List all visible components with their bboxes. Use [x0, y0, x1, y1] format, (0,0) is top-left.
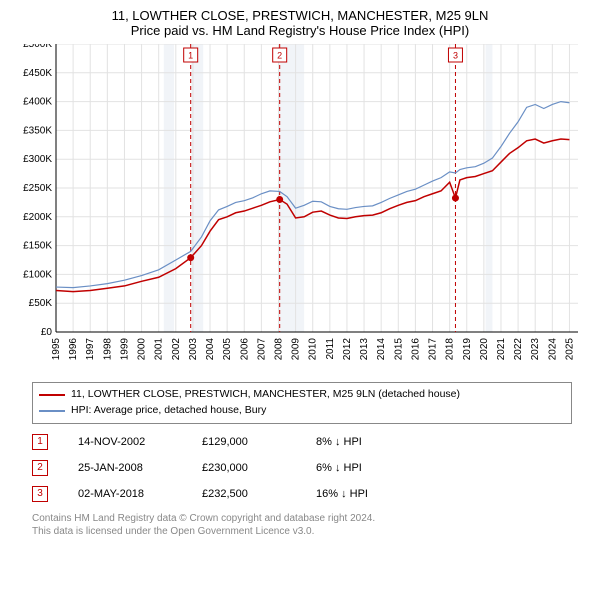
svg-text:2024: 2024: [547, 338, 558, 361]
svg-text:2021: 2021: [496, 338, 507, 361]
svg-text:2005: 2005: [222, 338, 233, 361]
svg-text:2013: 2013: [359, 338, 370, 361]
marker-delta-2: 6% ↓ HPI: [316, 462, 436, 474]
svg-text:2023: 2023: [530, 338, 541, 361]
svg-text:£50K: £50K: [29, 298, 53, 309]
marker-price-1: £129,000: [202, 436, 302, 448]
marker-delta-1: 8% ↓ HPI: [316, 436, 436, 448]
svg-text:1996: 1996: [68, 338, 79, 361]
svg-text:£200K: £200K: [23, 212, 52, 223]
legend-label-property: 11, LOWTHER CLOSE, PRESTWICH, MANCHESTER…: [71, 387, 460, 403]
svg-text:2002: 2002: [171, 338, 182, 361]
marker-date-2: 25-JAN-2008: [78, 462, 188, 474]
marker-date-1: 14-NOV-2002: [78, 436, 188, 448]
svg-text:£350K: £350K: [23, 125, 52, 136]
marker-badge-1: 1: [32, 434, 48, 450]
svg-text:2009: 2009: [291, 338, 302, 361]
title-line-2: Price paid vs. HM Land Registry's House …: [12, 23, 588, 38]
svg-text:2: 2: [277, 51, 282, 61]
legend-label-hpi: HPI: Average price, detached house, Bury: [71, 403, 266, 419]
marker-row-2: 2 25-JAN-2008 £230,000 6% ↓ HPI: [32, 460, 572, 476]
marker-row-3: 3 02-MAY-2018 £232,500 16% ↓ HPI: [32, 486, 572, 502]
svg-text:1998: 1998: [102, 338, 113, 361]
footnote-line-2: This data is licensed under the Open Gov…: [32, 525, 588, 539]
svg-text:£450K: £450K: [23, 68, 52, 79]
svg-text:£250K: £250K: [23, 183, 52, 194]
svg-text:2000: 2000: [137, 338, 148, 361]
svg-text:£100K: £100K: [23, 269, 52, 280]
legend: 11, LOWTHER CLOSE, PRESTWICH, MANCHESTER…: [32, 382, 572, 424]
svg-text:2010: 2010: [308, 338, 319, 361]
legend-row-hpi: HPI: Average price, detached house, Bury: [39, 403, 565, 419]
title-block: 11, LOWTHER CLOSE, PRESTWICH, MANCHESTER…: [12, 8, 588, 38]
marker-row-1: 1 14-NOV-2002 £129,000 8% ↓ HPI: [32, 434, 572, 450]
marker-price-3: £232,500: [202, 488, 302, 500]
svg-text:2017: 2017: [428, 338, 439, 361]
svg-text:£500K: £500K: [23, 44, 52, 50]
svg-text:2015: 2015: [393, 338, 404, 361]
marker-table: 1 14-NOV-2002 £129,000 8% ↓ HPI 2 25-JAN…: [32, 434, 572, 502]
svg-text:1997: 1997: [85, 338, 96, 361]
svg-text:£0: £0: [41, 327, 53, 338]
svg-text:2007: 2007: [256, 338, 267, 361]
svg-text:1: 1: [188, 51, 193, 61]
svg-text:2020: 2020: [479, 338, 490, 361]
svg-text:£300K: £300K: [23, 154, 52, 165]
legend-row-property: 11, LOWTHER CLOSE, PRESTWICH, MANCHESTER…: [39, 387, 565, 403]
svg-text:2004: 2004: [205, 338, 216, 361]
chart-container: 11, LOWTHER CLOSE, PRESTWICH, MANCHESTER…: [0, 0, 600, 539]
svg-text:£150K: £150K: [23, 241, 52, 252]
legend-swatch-hpi: [39, 410, 65, 412]
svg-text:2016: 2016: [410, 338, 421, 361]
svg-text:2018: 2018: [445, 338, 456, 361]
marker-price-2: £230,000: [202, 462, 302, 474]
svg-text:2012: 2012: [342, 338, 353, 361]
legend-swatch-property: [39, 394, 65, 396]
footnote: Contains HM Land Registry data © Crown c…: [32, 512, 588, 539]
svg-text:1995: 1995: [51, 338, 62, 361]
chart-area: £0 £50K £100K £150K £200K £250K £300K £350K £400…: [12, 44, 588, 374]
svg-text:2022: 2022: [513, 338, 524, 361]
svg-text:2011: 2011: [325, 338, 336, 360]
svg-text:2025: 2025: [564, 338, 575, 361]
marker-date-3: 02-MAY-2018: [78, 488, 188, 500]
footnote-line-1: Contains HM Land Registry data © Crown c…: [32, 512, 588, 526]
svg-text:2003: 2003: [188, 338, 199, 361]
svg-text:3: 3: [453, 51, 458, 61]
svg-text:£400K: £400K: [23, 97, 52, 108]
marker-badge-2: 2: [32, 460, 48, 476]
svg-text:2019: 2019: [462, 338, 473, 361]
chart-svg: £0 £50K £100K £150K £200K £250K £300K £350K £400…: [12, 44, 588, 374]
svg-text:2014: 2014: [376, 338, 387, 361]
svg-text:2006: 2006: [239, 338, 250, 361]
svg-text:1999: 1999: [119, 338, 130, 361]
marker-delta-3: 16% ↓ HPI: [316, 488, 436, 500]
title-line-1: 11, LOWTHER CLOSE, PRESTWICH, MANCHESTER…: [12, 8, 588, 23]
svg-text:2001: 2001: [154, 338, 165, 361]
svg-text:2008: 2008: [273, 338, 284, 361]
marker-badge-3: 3: [32, 486, 48, 502]
